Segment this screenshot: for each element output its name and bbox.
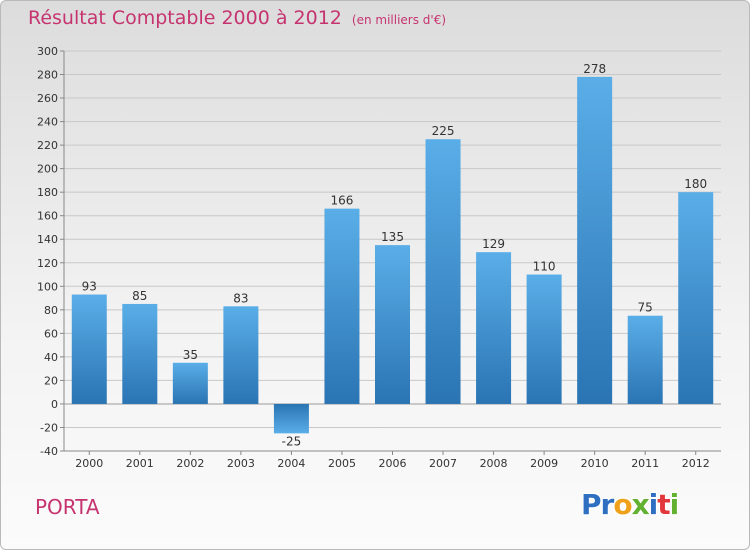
- chart-title: Résultat Comptable 2000 à 2012: [28, 7, 342, 29]
- logo-letter: i: [648, 488, 659, 521]
- y-tick-label: -20: [40, 421, 58, 434]
- bar-2010: [577, 76, 613, 404]
- data-label-2004: -25: [282, 434, 302, 448]
- data-label-2008: 129: [482, 237, 505, 251]
- x-tick-label-2006: 2006: [379, 457, 407, 470]
- bar-2002: [172, 362, 208, 404]
- y-tick-label: 100: [37, 280, 58, 293]
- y-tick-label: 0: [51, 398, 58, 411]
- data-label-2007: 225: [432, 124, 455, 138]
- y-tick-label: 240: [37, 116, 58, 129]
- y-tick-label: 160: [37, 210, 58, 223]
- chart-header: Résultat Comptable 2000 à 2012 (en millie…: [28, 7, 446, 29]
- logo-letter: r: [600, 488, 615, 521]
- x-tick-label-2005: 2005: [328, 457, 356, 470]
- x-tick-label-2001: 2001: [126, 457, 154, 470]
- bar-2011: [627, 315, 663, 404]
- y-tick-label: 120: [37, 257, 58, 270]
- x-tick-label-2004: 2004: [277, 457, 305, 470]
- bar-2000: [71, 294, 107, 404]
- y-tick-label: 200: [37, 163, 58, 176]
- x-tick-label-2000: 2000: [75, 457, 103, 470]
- x-tick-label-2012: 2012: [682, 457, 710, 470]
- bar-2012: [678, 192, 714, 404]
- x-tick-label-2002: 2002: [176, 457, 204, 470]
- logo-letter: o: [613, 488, 632, 521]
- data-label-2011: 75: [638, 301, 653, 315]
- bar-2008: [476, 252, 512, 404]
- y-tick-label: 180: [37, 186, 58, 199]
- y-tick-label: 140: [37, 233, 58, 246]
- x-tick-label-2010: 2010: [581, 457, 609, 470]
- bar-2005: [324, 208, 360, 404]
- commune-name: PORTA: [35, 495, 100, 519]
- data-label-2002: 35: [183, 348, 198, 362]
- bar-2004: [273, 403, 309, 434]
- y-tick-label: 260: [37, 92, 58, 105]
- data-label-2006: 135: [381, 230, 404, 244]
- x-tick-label-2003: 2003: [227, 457, 255, 470]
- proxiti-logo: Proxiti: [581, 488, 680, 521]
- logo-letter: x: [631, 488, 650, 521]
- logo-letter: t: [657, 488, 670, 521]
- data-label-2003: 83: [233, 291, 248, 305]
- y-tick-label: 40: [44, 351, 58, 364]
- y-tick-label: 280: [37, 69, 58, 82]
- y-tick-label: 20: [44, 374, 58, 387]
- x-tick-label-2009: 2009: [530, 457, 558, 470]
- logo-letter: P: [581, 488, 602, 521]
- y-tick-label: 300: [37, 45, 58, 58]
- data-label-2012: 180: [684, 177, 707, 191]
- y-tick-label: -40: [40, 445, 58, 458]
- data-label-2010: 278: [583, 62, 606, 76]
- logo-letter: i: [669, 488, 680, 521]
- data-label-2000: 93: [82, 280, 97, 294]
- y-tick-label: 80: [44, 304, 58, 317]
- bar-2006: [375, 245, 410, 404]
- bars: [71, 76, 714, 434]
- bar-2007: [425, 139, 461, 404]
- x-tick-label-2007: 2007: [429, 457, 457, 470]
- data-labels: 93 85 35 83 -25 166 135 225 129 110 278 75 180: [82, 62, 708, 448]
- data-label-2005: 166: [331, 194, 354, 208]
- y-tick-label: 60: [44, 327, 58, 340]
- chart-unit: (en milliers d'€): [351, 13, 447, 27]
- data-label-2009: 110: [533, 260, 556, 274]
- y-tick-label: 220: [37, 139, 58, 152]
- bar-2009: [526, 274, 562, 404]
- x-tick-label-2008: 2008: [480, 457, 508, 470]
- bar-2003: [223, 306, 259, 404]
- bar-2001: [122, 303, 158, 404]
- data-label-2001: 85: [132, 289, 147, 303]
- x-tick-label-2011: 2011: [631, 457, 659, 470]
